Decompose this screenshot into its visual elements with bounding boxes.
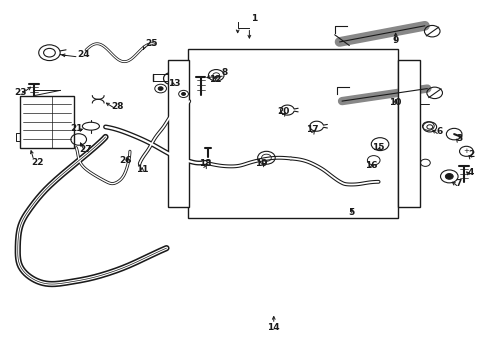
Text: 20: 20 [277,107,289,116]
Text: 16: 16 [364,161,377,170]
Text: 18: 18 [199,159,211,168]
Text: 24: 24 [77,50,90,59]
Bar [20,96,74,148]
Text: 8: 8 [222,68,228,77]
Text: 5: 5 [348,208,354,217]
Text: 2: 2 [467,150,473,159]
Text: 28: 28 [111,102,124,111]
Text: 22: 22 [31,158,43,167]
Text: 25: 25 [145,39,158,48]
Bar [397,60,419,207]
Text: 13: 13 [167,79,180,88]
Circle shape [158,87,163,90]
Text: 21: 21 [70,123,82,132]
Text: 12: 12 [208,75,221,84]
Text: 6: 6 [435,127,442,136]
Text: 27: 27 [80,145,92,154]
Circle shape [181,93,185,95]
Text: 1: 1 [251,14,257,23]
Text: 11: 11 [136,165,148,174]
Text: +: + [463,148,468,154]
Text: 15: 15 [371,143,384,152]
Text: 23: 23 [14,87,26,96]
Bar [167,60,189,207]
Text: 26: 26 [119,156,131,165]
Text: 9: 9 [392,36,398,45]
Text: 19: 19 [255,159,267,168]
Text: 3: 3 [455,134,461,143]
Circle shape [445,174,452,179]
Ellipse shape [82,122,99,130]
Text: 4: 4 [467,168,473,177]
Text: 17: 17 [306,125,319,134]
Text: 10: 10 [388,98,401,107]
Text: 7: 7 [455,179,461,188]
Bar [188,49,397,218]
Text: 14: 14 [267,323,280,332]
